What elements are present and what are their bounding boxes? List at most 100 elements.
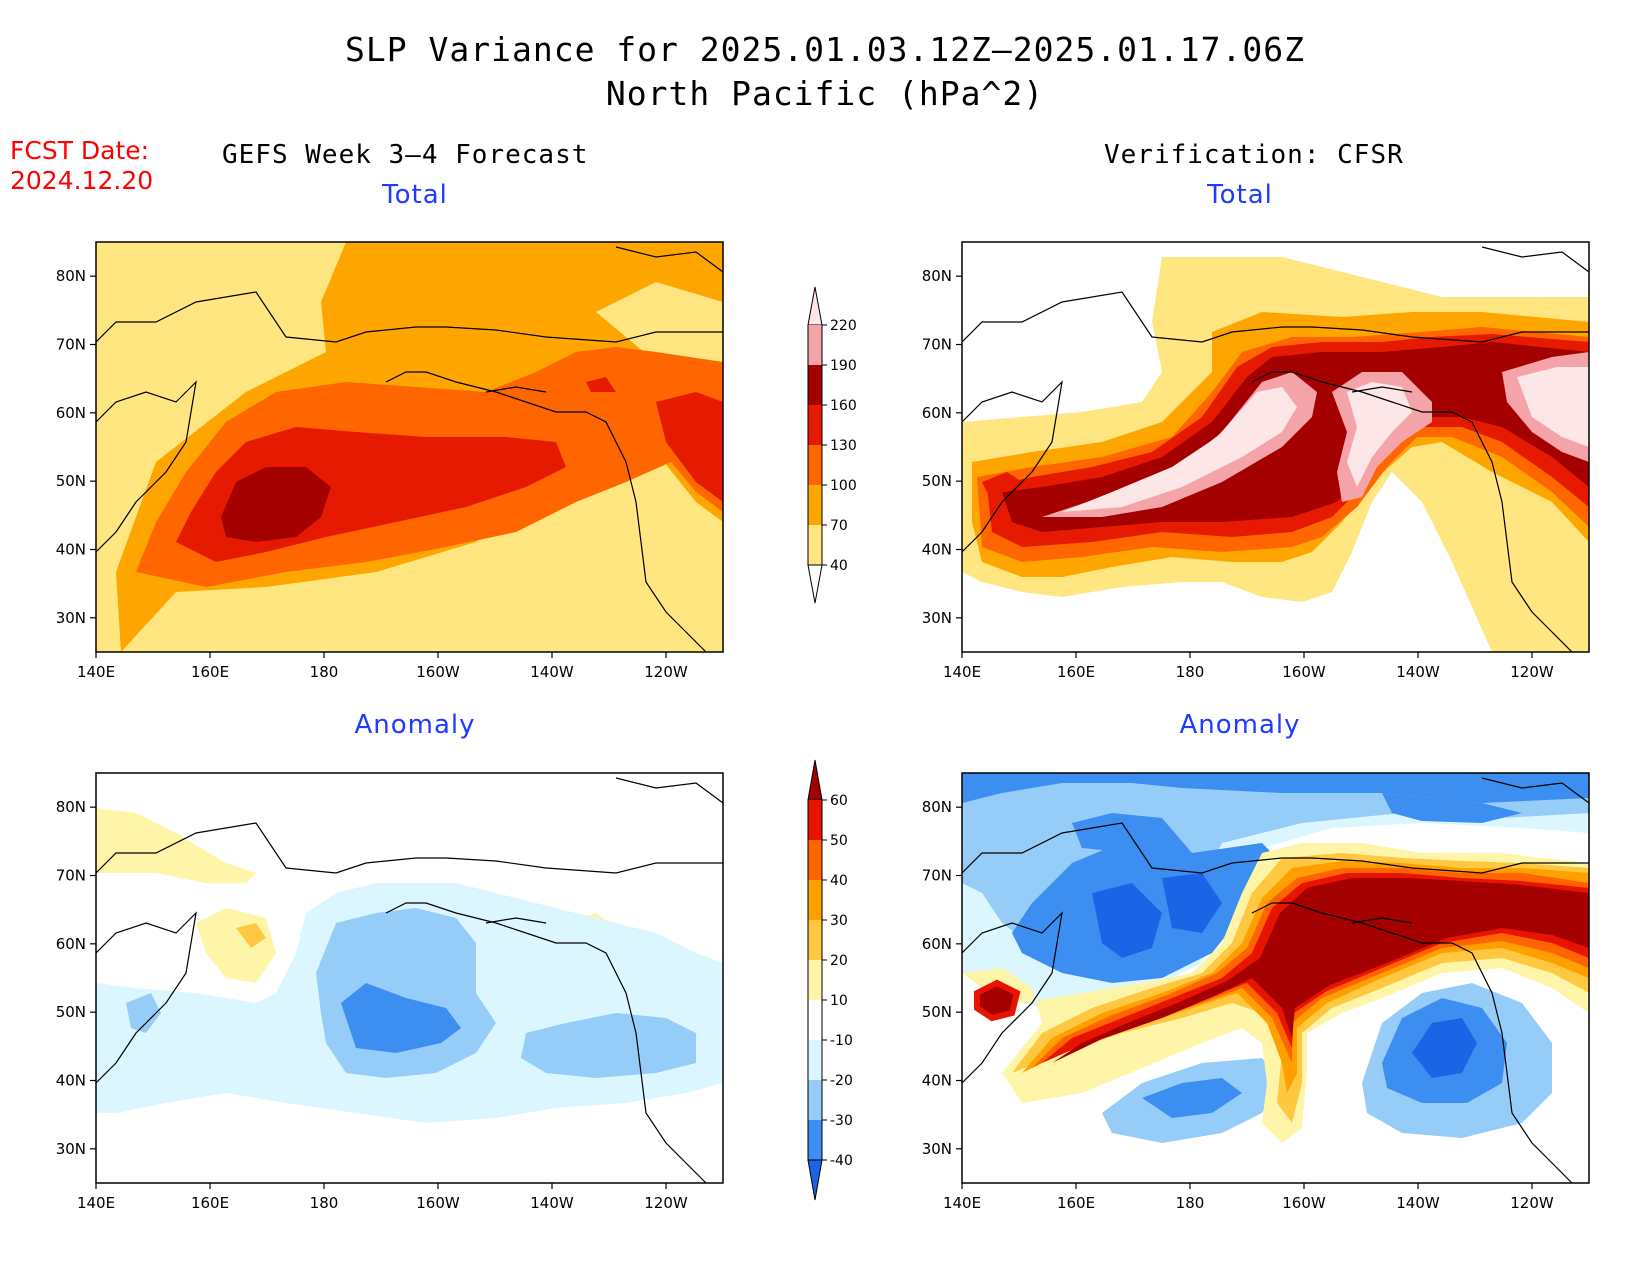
coastlines [962,246,1589,652]
x-tick-label: 160E [1057,663,1095,681]
contour-fill-pos10 [96,808,256,883]
colorbar-anomaly-box [808,1120,822,1160]
column-title-forecast: GEFS Week 3–4 Forecast [222,140,589,170]
contour-fill-blue-south-inner [1142,1078,1242,1118]
x-tick-label: 140W [530,1194,574,1212]
x-tick-label: 160E [191,1194,229,1212]
y-tick-label: 60N [56,935,86,953]
contour-fill-220 [1062,387,1297,512]
contour-fill-220c [1517,367,1589,447]
contour-fill-pos50-cell-ring [974,979,1021,1022]
y-tick-label: 70N [922,867,952,885]
contour-fill-pos60 [1052,878,1589,1063]
panel-title-verification-anomaly: Anomaly [1179,710,1301,740]
panel-title-verification-total: Total [1207,180,1273,210]
colorbar-anomaly-label: 10 [830,993,848,1009]
colorbar-anomaly-label: 30 [830,913,848,929]
colorbar-total-box [808,485,822,525]
x-tick-label: 120W [1510,1194,1554,1212]
contour-fill-pos20 [236,923,266,948]
colorbar-total-label: 220 [830,318,857,334]
colorbar-total-label: 160 [830,398,857,414]
y-tick-label: 30N [56,609,86,627]
x-tick-label: 160W [416,1194,460,1212]
y-tick-label: 40N [922,541,952,559]
map-panel-verification-total [961,241,1590,653]
coastlines [96,777,723,1183]
x-tick-label: 160W [1282,663,1326,681]
colorbar-anomaly-label: -40 [830,1153,853,1169]
y-tick-label: 60N [56,404,86,422]
colorbar-anomaly-box [808,1040,822,1080]
x-tick-label: 120W [644,663,688,681]
contour-fill-220b [1347,382,1412,487]
y-tick-label: 50N [56,1003,86,1021]
panel-title-forecast-total: Total [382,180,448,210]
colorbar-anomaly-label: 20 [830,953,848,969]
x-tick-label: 160E [1057,1194,1095,1212]
colorbar-anomaly-label: 40 [830,873,848,889]
y-tick-label: 80N [922,267,952,285]
x-tick-label: 160W [1282,1194,1326,1212]
colorbar-anomaly-label: 60 [830,793,848,809]
contour-fill-130-cell [982,472,1022,492]
colorbar-anomaly-label: -30 [830,1113,853,1129]
x-tick-label: 120W [1510,663,1554,681]
colorbar-total-label: 70 [830,518,848,534]
x-tick-label: 120W [644,1194,688,1212]
forecast-date-label: FCST Date: [10,136,150,165]
colorbar-anomaly-box [808,880,822,920]
x-tick-label: 140E [943,663,981,681]
x-tick-label: 140E [77,663,115,681]
contour-fill-neg20c [126,993,161,1033]
colorbar-total-box [808,365,822,405]
figure-title-line2: North Pacific (hPa^2) [605,74,1045,113]
y-tick-label: 30N [922,609,952,627]
colorbar-total-bottom-arrow [807,564,823,604]
colorbar-total-top-arrow [807,286,823,326]
y-tick-label: 60N [922,404,952,422]
y-tick-label: 40N [922,1072,952,1090]
contour-fill-130b [656,392,723,502]
x-tick-label: 180 [310,1194,339,1212]
x-tick-label: 140E [77,1194,115,1212]
y-tick-label: 70N [56,867,86,885]
colorbar-anomaly-box [808,840,822,880]
y-tick-label: 30N [56,1140,86,1158]
colorbar-anomaly: -40 -30 -20 -10 10 20 30 40 50 60 [807,759,853,1201]
forecast-date-value: 2024.12.20 [10,166,154,195]
x-tick-label: 180 [1176,1194,1205,1212]
x-tick-label: 140W [530,663,574,681]
contour-fill-pos60-cell [977,983,1017,1018]
colorbar-anomaly-box [808,920,822,960]
contour-fill-130c [586,377,616,392]
colorbar-total-label: 190 [830,358,857,374]
x-tick-label: 160E [191,663,229,681]
colorbar-anomaly-label: -20 [830,1073,853,1089]
x-tick-label: 160W [416,663,460,681]
y-tick-label: 30N [922,1140,952,1158]
y-tick-label: 70N [56,336,86,354]
y-tick-label: 80N [56,798,86,816]
y-tick-label: 40N [56,541,86,559]
map-panel-forecast-total [95,241,724,653]
y-tick-label: 60N [922,935,952,953]
x-tick-label: 180 [1176,663,1205,681]
contour-fill-160 [221,467,331,542]
map-panel-verification-anomaly [961,772,1590,1184]
contour-fill-neg40 [1092,883,1162,958]
colorbar-total-label: 100 [830,478,857,494]
y-tick-label: 80N [922,798,952,816]
column-title-verification: Verification: CFSR [1104,140,1404,170]
colorbar-total-box [808,325,822,365]
colorbar-total-box [808,525,822,565]
contour-fill-neg30c [1072,813,1192,853]
colorbar-anomaly-box [808,800,822,840]
y-tick-label: 70N [922,336,952,354]
map-panel-forecast-anomaly [95,772,724,1184]
contour-fill-blue-east-core [1412,1018,1477,1078]
colorbar-anomaly-bottom-arrow [807,1159,823,1201]
colorbar-total-label: 40 [830,558,848,574]
x-tick-label: 180 [310,663,339,681]
colorbar-total-box [808,445,822,485]
